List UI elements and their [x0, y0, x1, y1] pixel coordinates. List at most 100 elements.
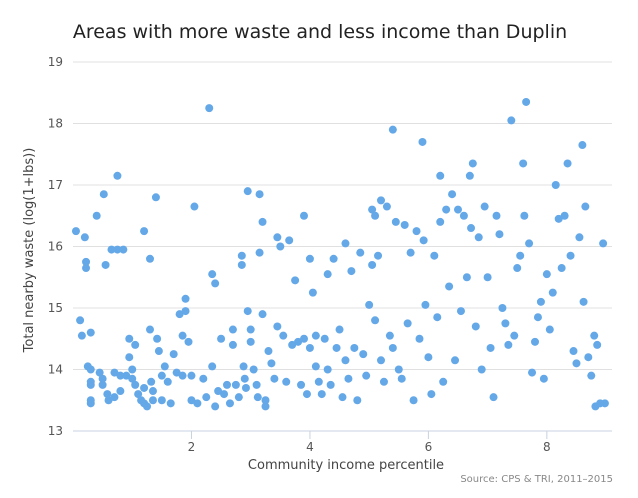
data-point	[270, 374, 279, 383]
x-axis-title: Community income percentile	[248, 458, 444, 473]
data-point	[593, 340, 602, 349]
data-point	[311, 331, 320, 340]
data-point	[557, 264, 566, 273]
data-point	[107, 245, 116, 254]
data-point	[82, 264, 91, 273]
data-point	[147, 377, 156, 386]
y-tick-label: 19	[48, 55, 63, 69]
data-point	[329, 254, 338, 263]
data-point	[579, 297, 588, 306]
data-point	[119, 245, 128, 254]
y-tick-label: 13	[48, 424, 63, 438]
data-point	[436, 171, 445, 180]
data-point	[371, 211, 380, 220]
data-point	[276, 242, 285, 251]
data-point	[332, 343, 341, 352]
data-point	[148, 396, 157, 405]
data-point	[542, 270, 551, 279]
data-point	[581, 202, 590, 211]
data-point	[249, 365, 258, 374]
data-point	[240, 374, 249, 383]
data-point	[572, 359, 581, 368]
data-point	[86, 399, 95, 408]
data-point	[406, 248, 415, 257]
data-point	[80, 233, 89, 242]
x-tick-label: 4	[306, 440, 314, 454]
data-point	[326, 380, 335, 389]
data-point	[480, 202, 489, 211]
data-point	[175, 310, 184, 319]
data-point	[243, 307, 252, 316]
data-point	[504, 340, 513, 349]
data-point	[323, 270, 332, 279]
data-point	[489, 393, 498, 402]
data-point	[468, 159, 477, 168]
data-point	[338, 393, 347, 402]
data-point	[456, 307, 465, 316]
data-point	[243, 187, 252, 196]
data-point	[288, 340, 297, 349]
data-point	[261, 402, 270, 411]
data-point	[397, 374, 406, 383]
data-point	[172, 368, 181, 377]
data-point	[273, 322, 282, 331]
data-point	[151, 193, 160, 202]
x-tick-label: 8	[543, 440, 551, 454]
data-point	[314, 377, 323, 386]
data-point	[116, 387, 125, 396]
data-point	[531, 337, 539, 346]
data-point	[374, 251, 383, 260]
data-point	[113, 171, 122, 180]
data-point	[462, 273, 471, 282]
data-point	[391, 217, 400, 226]
data-point	[548, 288, 557, 297]
data-point	[252, 380, 261, 389]
data-point	[377, 196, 385, 205]
data-point	[86, 380, 95, 389]
data-point	[181, 294, 190, 303]
data-point	[495, 230, 504, 239]
data-point	[231, 380, 240, 389]
data-point	[377, 356, 385, 365]
data-point	[125, 353, 134, 362]
data-point	[214, 387, 223, 396]
data-point	[297, 380, 306, 389]
data-point	[77, 331, 86, 340]
data-point	[311, 362, 320, 371]
data-point	[208, 270, 217, 279]
x-tick-label: 2	[188, 440, 196, 454]
data-point	[131, 340, 140, 349]
data-point	[291, 276, 300, 285]
data-point	[569, 347, 578, 356]
data-point	[385, 331, 394, 340]
data-point	[205, 104, 214, 113]
data-point	[223, 380, 231, 389]
data-point	[202, 393, 211, 402]
data-point	[237, 260, 246, 269]
data-point	[510, 331, 519, 340]
data-point	[253, 393, 262, 402]
data-point	[501, 319, 510, 328]
data-point	[305, 254, 314, 263]
data-point	[190, 202, 199, 211]
data-point	[169, 350, 178, 359]
data-point	[71, 227, 80, 236]
data-point	[99, 190, 108, 199]
data-point	[146, 254, 154, 263]
data-point	[498, 304, 507, 312]
data-point	[415, 334, 424, 343]
data-point	[394, 365, 403, 374]
data-point	[465, 171, 474, 180]
data-point	[522, 97, 531, 106]
data-point	[320, 334, 329, 343]
x-tick-label: 6	[425, 440, 433, 454]
data-point	[575, 233, 584, 242]
data-point	[154, 347, 163, 356]
data-point	[98, 380, 107, 389]
data-point	[279, 331, 288, 340]
data-point	[181, 307, 190, 316]
data-point	[157, 371, 166, 380]
data-point	[486, 343, 495, 352]
data-point	[258, 217, 267, 226]
data-point	[305, 343, 314, 352]
